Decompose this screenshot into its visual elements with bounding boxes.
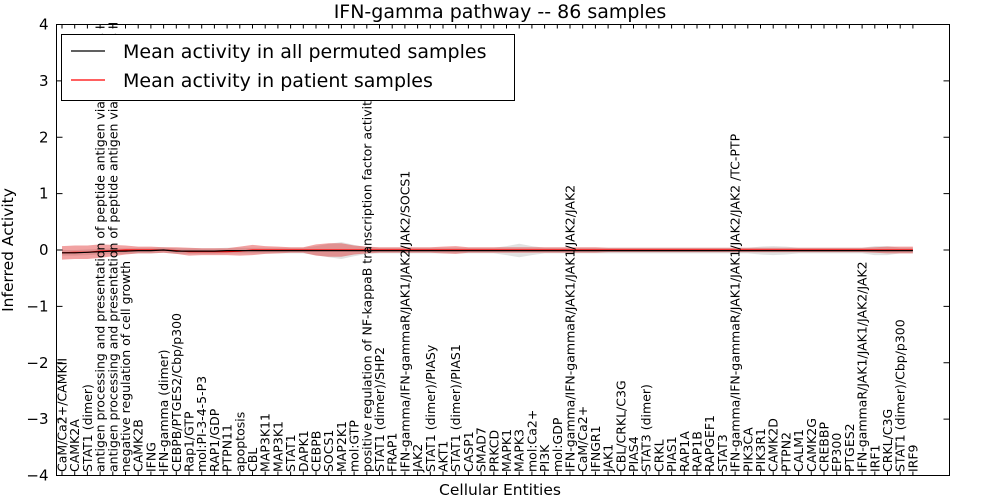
- category-label: CREBBP: [817, 422, 832, 472]
- y-axis: 4 3 2 1 0 −1 −2 −3 −4: [26, 16, 950, 485]
- category-label: PIK3R1: [753, 428, 768, 472]
- category-label: CAMK2D: [766, 418, 781, 472]
- category-label: MAP3K11: [258, 413, 273, 472]
- category-label: IRF9: [905, 444, 920, 472]
- category-label: STAT3 (dimer): [639, 384, 654, 472]
- category-label: mol:PI-3-4-5-P3: [194, 376, 209, 472]
- category-label: JAK2: [410, 444, 425, 473]
- y-tick-label: −1: [26, 297, 48, 315]
- category-label: IFN-gamma/IFN-gammaR/JAK1/JAK2/JAK2/SOCS…: [397, 171, 412, 472]
- category-label: PTPN11: [220, 424, 235, 472]
- category-label: RAP1A: [677, 431, 692, 472]
- category-label: PRKCD: [486, 430, 501, 472]
- category-label: CaM/Ca2+: [575, 406, 590, 472]
- category-label: MAPK3: [512, 429, 527, 472]
- category-label: IFN-gamma/IFN-gammaR/JAK1/JAK1/JAK2/JAK2…: [728, 133, 743, 472]
- category-label: STAT1 (dimer)/PIASy: [423, 344, 438, 472]
- legend: Mean activity in all permuted samples Me…: [61, 34, 515, 101]
- category-label: negative regulation of cell growth: [118, 261, 133, 472]
- category-label: apoptosis: [232, 412, 247, 472]
- category-label: STAT1 (dimer)/SHP2: [372, 347, 387, 472]
- category-label: PTGES2: [842, 423, 857, 472]
- chart-title: IFN-gamma pathway -- 86 samples: [334, 1, 667, 23]
- category-label: AKT1: [436, 441, 451, 472]
- category-label: EP300: [829, 433, 844, 472]
- category-label: IFN-gamma/IFN-gammaR/JAK1/JAK1/JAK2/JAK2: [563, 185, 578, 472]
- category-label: CBL: [245, 448, 260, 472]
- category-label: PIAS1: [664, 436, 679, 472]
- category-label: MAP2K1: [334, 421, 349, 472]
- y-tick-label: 2: [39, 128, 49, 146]
- y-tick-label: −3: [26, 410, 48, 428]
- category-label: CEBPB/PTGES2/Cbp/p300: [169, 313, 184, 472]
- category-label: MAP3K1: [270, 421, 285, 472]
- category-label: IFN-gamma (dimer): [156, 350, 171, 473]
- category-label: PIK3CA: [740, 427, 755, 472]
- legend-box: [61, 34, 515, 101]
- category-label: mol:GDP: [550, 417, 565, 472]
- category-label: JAK1: [601, 444, 616, 473]
- x-axis-label: Cellular Entities: [439, 481, 561, 499]
- category-label: CaM/Ca2+/CAMKII: [55, 358, 70, 472]
- category-label: antigen processing and presentation of p…: [105, 22, 120, 472]
- category-label: STAT1 (dimer)/Cbp/p300: [893, 319, 908, 472]
- category-label: MAPK1: [499, 429, 514, 472]
- category-label: Rap1/GTP: [182, 411, 197, 472]
- category-label: CAMK2A: [67, 419, 82, 472]
- category-label: antigen processing and presentation of p…: [93, 25, 108, 472]
- category-label: IFNGR1: [588, 425, 603, 472]
- line-permuted: [62, 249, 913, 254]
- category-label: CALM1: [791, 429, 806, 472]
- category-label: CAMK2B: [131, 419, 146, 472]
- category-label: CASP1: [461, 431, 476, 472]
- category-label: RAPGEF1: [702, 415, 717, 472]
- y-tick-label: 0: [39, 241, 49, 259]
- category-label: RAP1/GDP: [207, 408, 222, 472]
- y-tick-label: −2: [26, 354, 48, 372]
- category-label: SMAD7: [474, 427, 489, 472]
- category-label: PIAS4: [626, 436, 641, 472]
- category-label: mol:Ca2+: [524, 410, 539, 472]
- category-label: CAMK2G: [804, 418, 819, 472]
- category-label: CEBPB: [309, 431, 324, 472]
- y-axis-label: Inferred Activity: [0, 188, 17, 312]
- category-label: CRKL: [651, 439, 666, 472]
- legend-label-patient: Mean activity in patient samples: [123, 70, 433, 92]
- y-tick-label: 1: [39, 185, 49, 203]
- category-label: positive regulation of NF-kappaB transcr…: [359, 93, 374, 472]
- category-label: mol:GTP: [347, 420, 362, 472]
- band-patient: [62, 243, 913, 260]
- category-label: RAP1B: [690, 431, 705, 472]
- category-label: IFNG: [143, 442, 158, 472]
- category-label: CBL/CRKL/C3G: [613, 380, 628, 472]
- x-axis: [61, 24, 914, 476]
- category-label: CRKL/C3G: [880, 409, 895, 472]
- y-tick-label: 3: [39, 72, 49, 90]
- series-lines: [61, 249, 913, 254]
- y-tick-label: 4: [39, 16, 49, 34]
- legend-label-permuted: Mean activity in all permuted samples: [123, 41, 486, 63]
- category-label: PI3K: [537, 444, 552, 472]
- category-label: IFN-gammaR/JAK1/JAK1/JAK2/JAK2: [855, 261, 870, 472]
- category-label: DAPK1: [296, 430, 311, 472]
- category-label: STAT3: [715, 434, 730, 472]
- category-label: SOCS1: [321, 430, 336, 472]
- category-label: STAT1: [283, 434, 298, 472]
- category-label: STAT1 (dimer): [80, 384, 95, 472]
- category-label: STAT1 (dimer)/PIAS1: [448, 344, 463, 472]
- category-label: PTPN2: [778, 432, 793, 472]
- category-label: IRF1: [867, 444, 882, 472]
- category-label: FRAP1: [385, 433, 400, 472]
- y-tick-label: −4: [26, 467, 48, 485]
